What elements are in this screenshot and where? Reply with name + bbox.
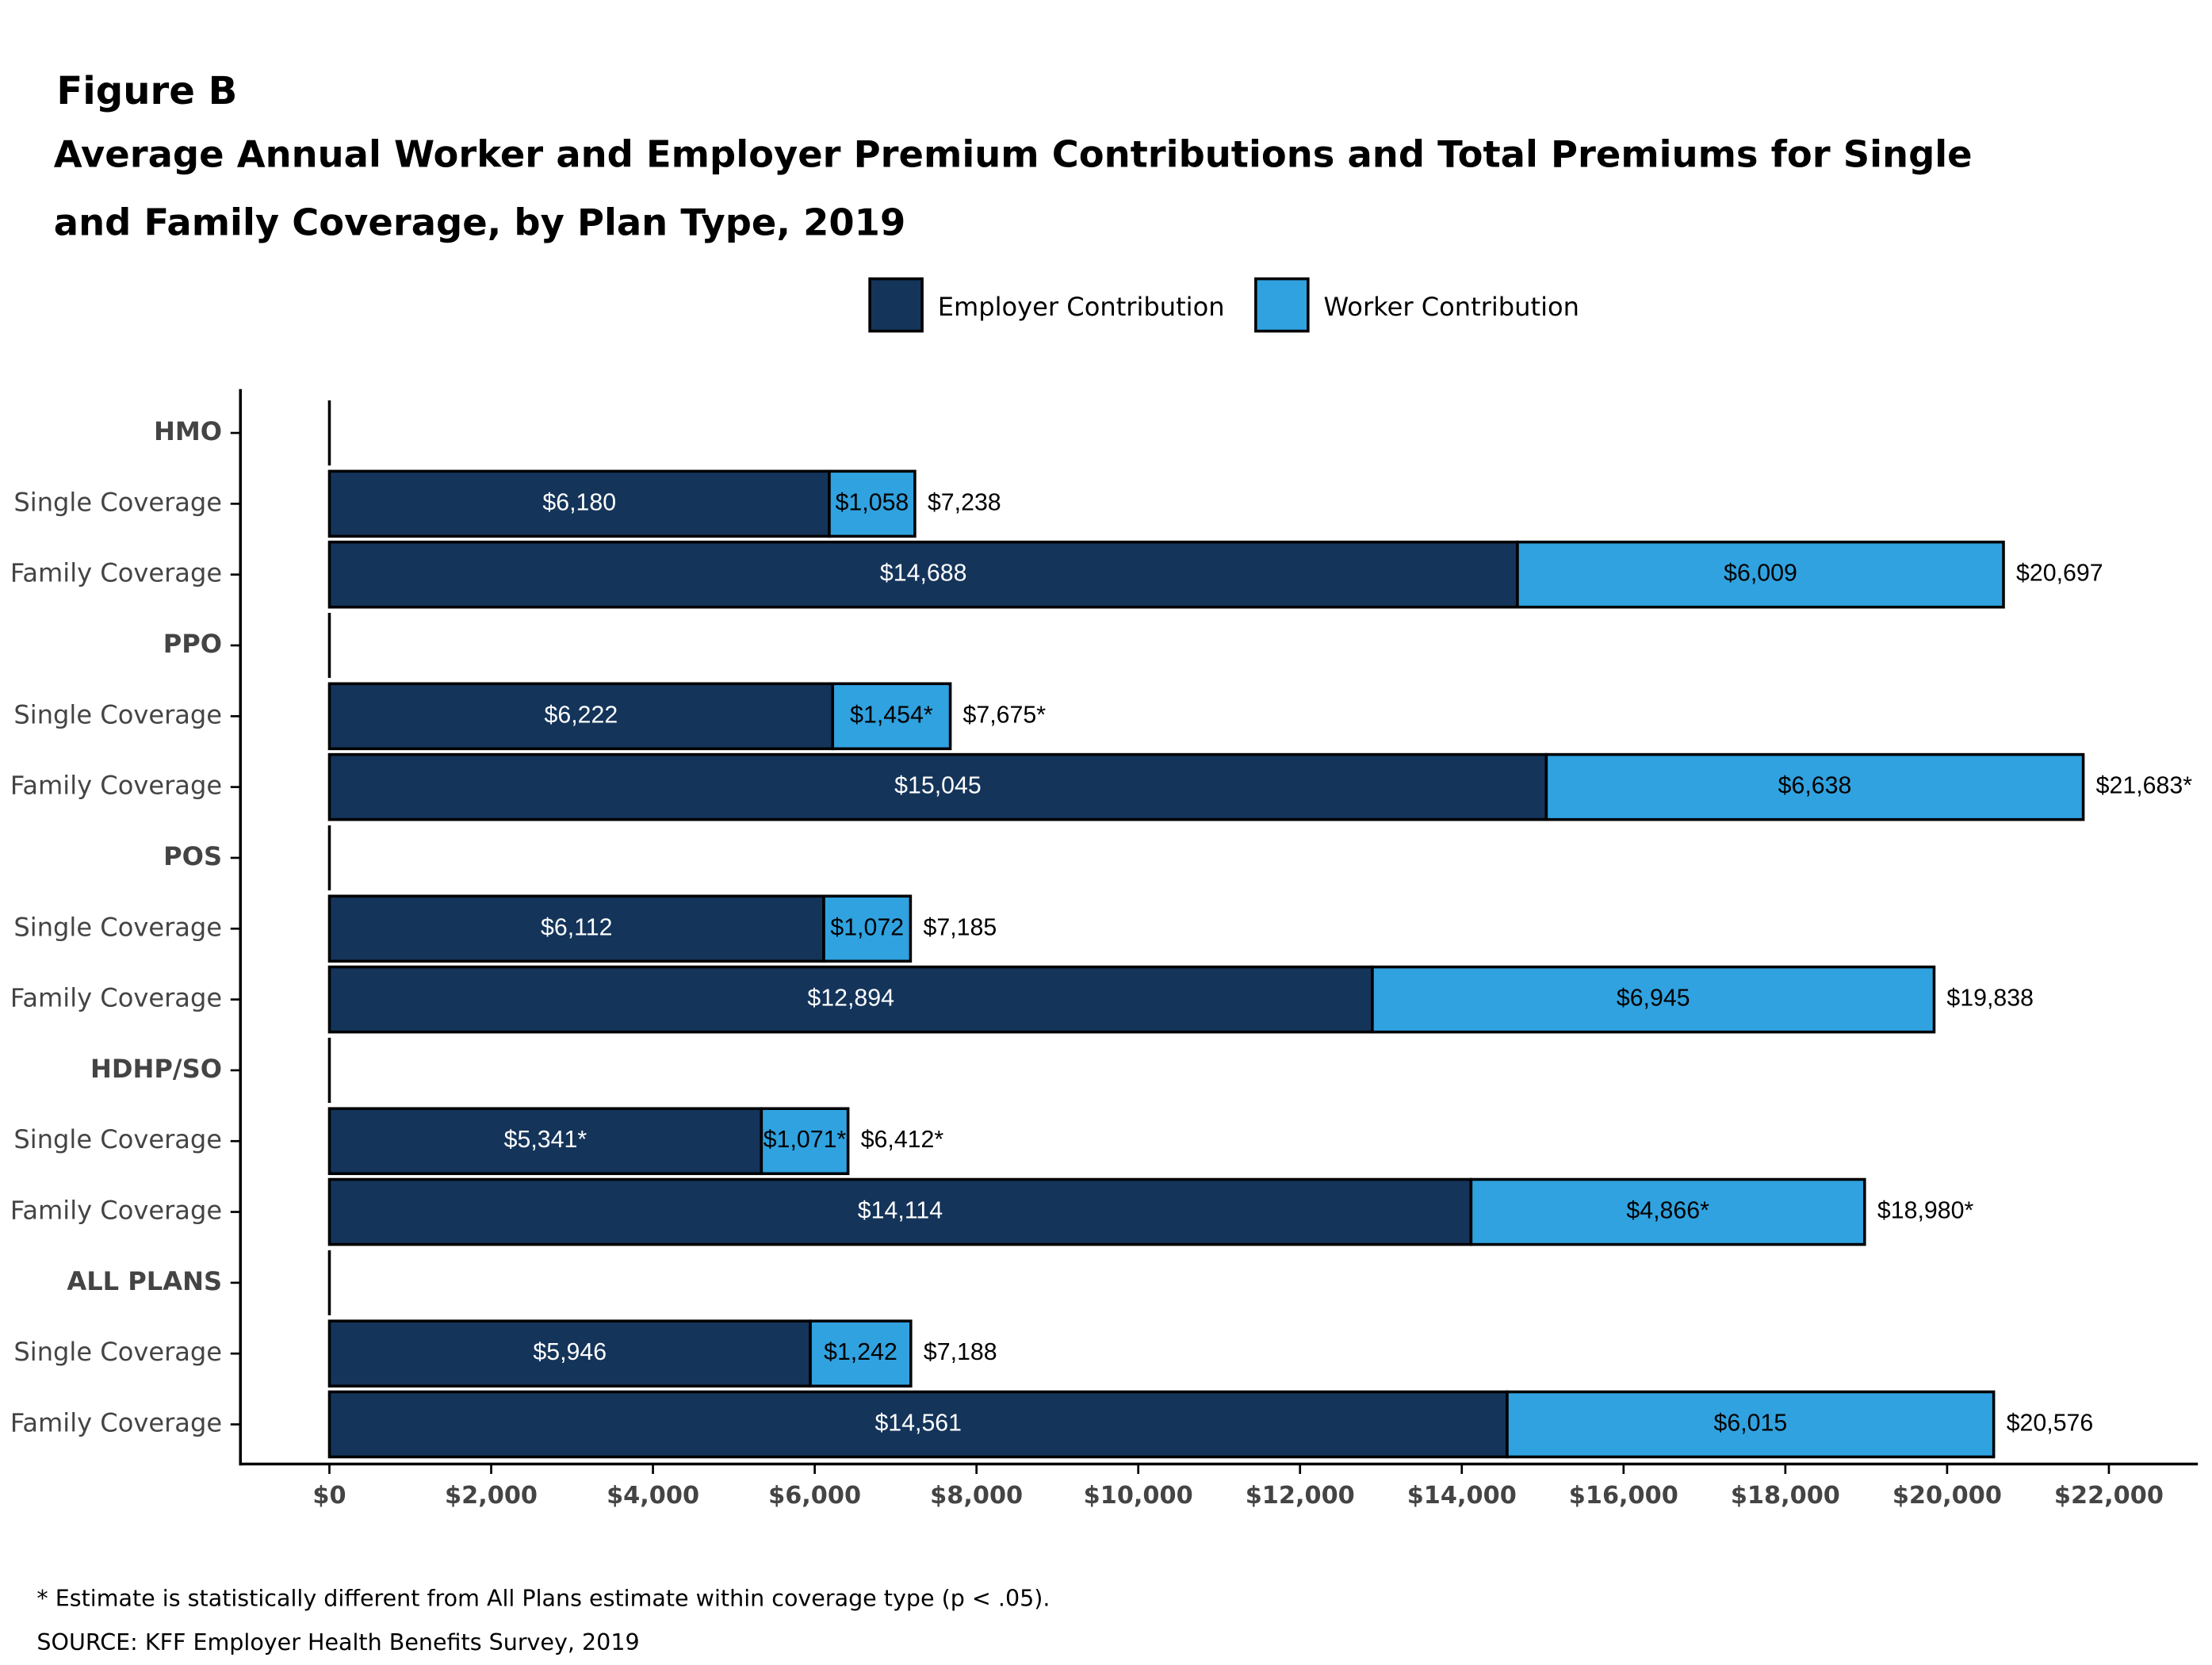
x-tick-label: $2,000 [445, 1482, 538, 1510]
bar-label: $14,114 [858, 1198, 943, 1224]
y-tick-label: Family Coverage [10, 1196, 222, 1226]
x-tick-label: $22,000 [2054, 1482, 2164, 1510]
bar-segment [1469, 1177, 1866, 1246]
bar-segment [327, 1107, 763, 1176]
x-tick-label: $12,000 [1246, 1482, 1355, 1510]
y-tick-label: Single Coverage [13, 699, 222, 729]
source: SOURCE: KFF Employer Health Benefits Sur… [36, 1629, 639, 1655]
y-tick-label: Family Coverage [10, 558, 222, 588]
bar-label: $1,071* [763, 1127, 847, 1153]
bar-segment [327, 752, 1548, 821]
total-label: $20,697 [2016, 561, 2103, 587]
x-tick-label: $0 [312, 1482, 346, 1510]
total-label: $21,683* [2096, 773, 2193, 799]
bar-label: $6,638 [1778, 773, 1852, 799]
legend-swatch [1254, 277, 1310, 333]
x-tick-label: $6,000 [768, 1482, 861, 1510]
bar-label: $1,242 [824, 1339, 897, 1365]
total-label: $7,185 [924, 914, 997, 940]
legend-label: Worker Contribution [1323, 292, 1579, 322]
total-label: $18,980* [1877, 1198, 1974, 1224]
y-tick-label: Family Coverage [10, 771, 222, 801]
bar-label: $4,866* [1626, 1198, 1709, 1224]
total-label: $7,238 [928, 489, 1001, 515]
bar-label: $15,045 [894, 773, 982, 799]
bar-label: $14,688 [880, 561, 967, 587]
bar-label: $6,112 [541, 914, 612, 940]
bar-label: $5,946 [533, 1339, 607, 1365]
total-label: $6,412* [861, 1127, 944, 1153]
bar-label: $6,222 [545, 702, 618, 728]
x-tick-label: $16,000 [1569, 1482, 1678, 1510]
bar-segment [828, 469, 917, 538]
figure-label: Figure B [56, 69, 237, 113]
bar-label: $1,454* [850, 702, 933, 728]
x-tick-label: $10,000 [1084, 1482, 1193, 1510]
bar-segment [831, 682, 952, 751]
bar-segment [327, 1177, 1473, 1246]
total-label: $7,188 [924, 1339, 997, 1365]
y-tick-label: Single Coverage [13, 1337, 222, 1367]
bar-label: $6,015 [1713, 1410, 1787, 1437]
bar-segment [1516, 540, 2005, 609]
bar-segment [1506, 1390, 1996, 1459]
bar-segment [327, 965, 1374, 1034]
group-label: HMO [154, 416, 222, 446]
title-box: Average Annual Worker and Employer Premi… [53, 134, 1973, 245]
x-tick-label: $18,000 [1731, 1482, 1840, 1510]
total-label: $20,576 [2007, 1410, 2094, 1437]
bar-segment [822, 894, 913, 963]
bar-segment [327, 469, 831, 538]
x-tick-label: $20,000 [1892, 1482, 2002, 1510]
bar-label: $12,894 [807, 986, 894, 1012]
group-label: POS [163, 841, 222, 871]
total-label: $7,675* [963, 702, 1047, 728]
y-tick-label: Single Coverage [13, 487, 222, 517]
bar-segment [809, 1319, 913, 1388]
y-tick-label: Family Coverage [10, 983, 222, 1013]
bar-segment [327, 1390, 1509, 1459]
bar-label: $6,180 [542, 489, 616, 515]
group-label: HDHP/SO [90, 1054, 222, 1084]
bar-label: $1,058 [836, 489, 909, 515]
footnote: * Estimate is statistically different fr… [36, 1586, 1050, 1612]
x-tick-label: $8,000 [930, 1482, 1023, 1510]
legend-label: Employer Contribution [938, 292, 1225, 322]
total-label: $19,838 [1946, 986, 2034, 1012]
bar-segment [327, 682, 835, 751]
x-tick-label: $4,000 [607, 1482, 699, 1510]
legend-swatch [868, 277, 924, 333]
group-label: ALL PLANS [67, 1266, 222, 1296]
bar-segment [1544, 752, 2085, 821]
bar-label: $5,341* [504, 1127, 587, 1153]
bar-label: $14,561 [874, 1410, 962, 1437]
bar-segment [760, 1107, 850, 1176]
bar-segment [327, 1319, 812, 1388]
y-tick-label: Single Coverage [13, 912, 222, 942]
y-tick-label: Single Coverage [13, 1124, 222, 1154]
bar-segment [1371, 965, 1936, 1034]
bar-label: $6,009 [1724, 561, 1797, 587]
group-label: PPO [163, 629, 222, 659]
y-tick-label: Family Coverage [10, 1408, 222, 1438]
x-tick-label: $14,000 [1407, 1482, 1517, 1510]
chart-title: Average Annual Worker and Employer Premi… [53, 134, 1973, 245]
bar-label: $6,945 [1617, 986, 1690, 1012]
bar-label: $1,072 [830, 914, 904, 940]
